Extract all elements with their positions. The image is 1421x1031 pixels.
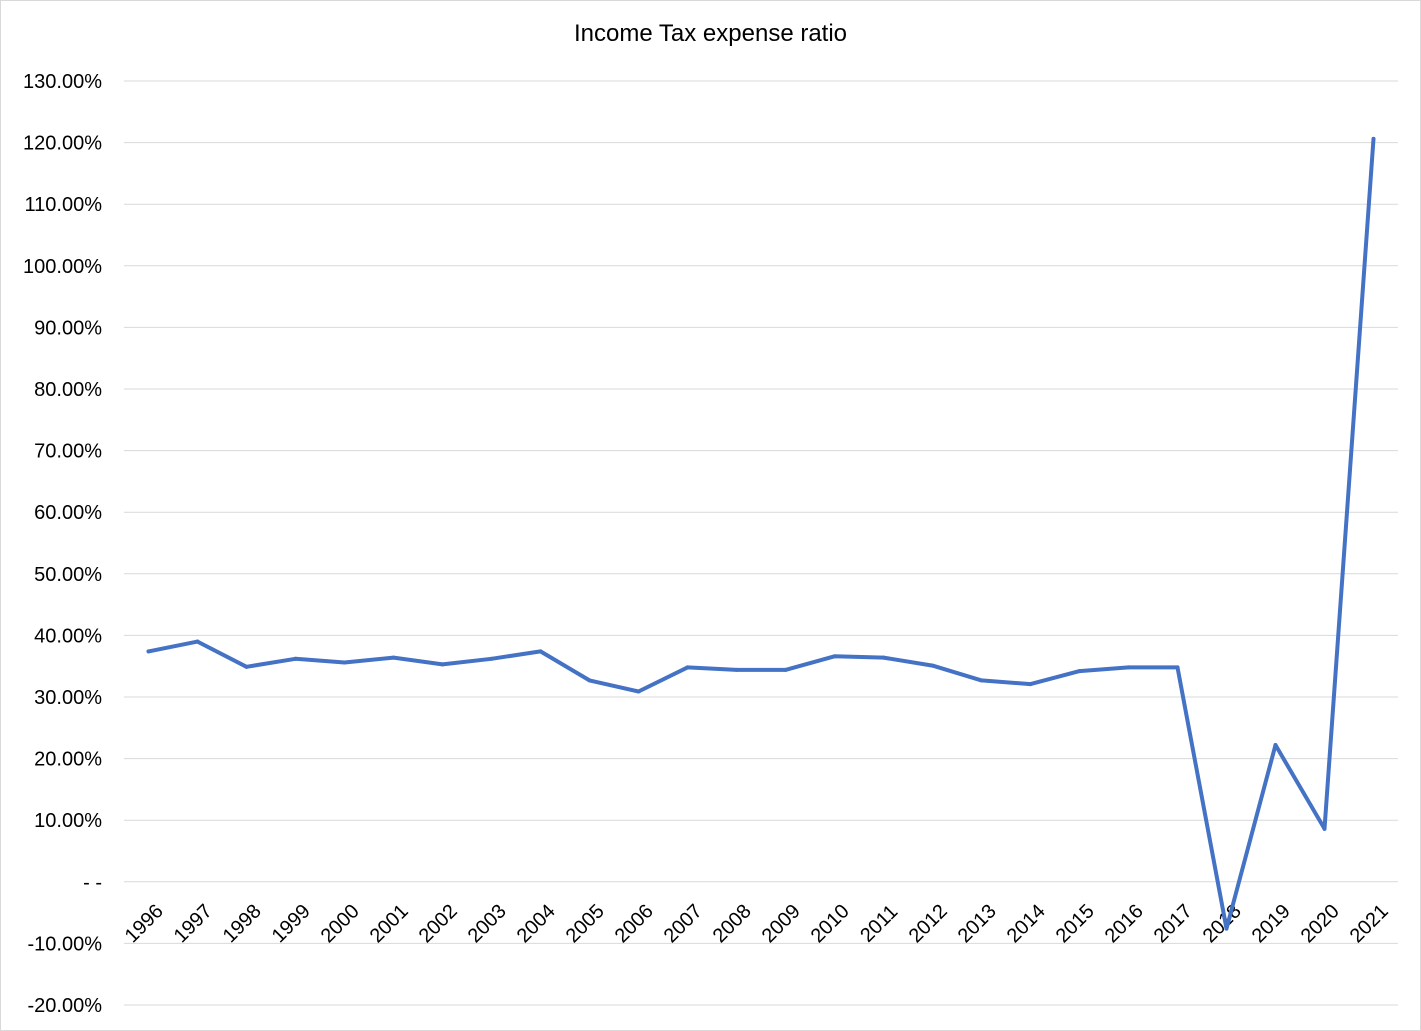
x-tick-label: 2005	[562, 900, 609, 947]
y-tick-label: 10.00%	[34, 810, 102, 832]
gridlines	[124, 80, 1398, 1006]
data-point	[685, 665, 690, 670]
y-tick-label: 100.00%	[23, 256, 102, 278]
data-point	[342, 660, 347, 665]
x-tick-label: 2015	[1052, 900, 1099, 947]
x-tick-label: 1996	[121, 900, 168, 947]
data-point	[832, 654, 837, 659]
data-point	[293, 656, 298, 661]
data-point	[1126, 665, 1131, 670]
data-point	[391, 655, 396, 660]
data-point	[1224, 926, 1229, 931]
data-point	[244, 664, 249, 669]
x-tick-label: 2001	[366, 900, 413, 947]
x-tick-label: 2014	[1003, 900, 1050, 947]
series-group	[146, 136, 1376, 931]
data-point	[489, 656, 494, 661]
x-tick-label: 2019	[1248, 900, 1295, 947]
y-tick-label: 30.00%	[34, 687, 102, 709]
y-axis: 130.00% 120.00% 110.00% 100.00% 90.00% 80.00%…	[23, 71, 102, 1017]
series-line	[146, 136, 1376, 931]
data-point	[881, 655, 886, 660]
data-point	[146, 649, 151, 654]
x-tick-label: 2012	[905, 900, 952, 947]
x-tick-label: 1999	[268, 900, 315, 947]
x-tick-label: 2002	[415, 900, 462, 947]
data-point	[979, 678, 984, 683]
y-tick-label: -20.00%	[28, 995, 103, 1017]
y-tick-label: 70.00%	[34, 441, 102, 463]
x-tick-label: 2003	[464, 900, 511, 947]
data-point	[783, 667, 788, 672]
x-tick-label: 2011	[856, 901, 902, 947]
x-tick-label: 2010	[807, 900, 854, 947]
chart-title: Income Tax expense ratio	[573, 20, 848, 47]
data-point	[538, 649, 543, 654]
x-tick-label: 2000	[317, 900, 364, 947]
x-tick-label: 2006	[611, 900, 658, 947]
x-axis: 1996 1997 1998 1999 2000 2001 2002 2003 2004 2005…	[121, 900, 1393, 947]
data-point	[1273, 743, 1278, 748]
y-tick-label: 110.00%	[25, 194, 103, 216]
x-tick-label: 2021	[1346, 900, 1393, 947]
data-point	[734, 667, 739, 672]
x-tick-label: 2008	[709, 900, 756, 947]
y-tick-label: - -	[83, 872, 102, 894]
data-point	[1322, 826, 1327, 831]
data-point	[930, 663, 935, 668]
x-tick-label: 2004	[513, 900, 560, 947]
data-point	[636, 689, 641, 694]
y-tick-label: 80.00%	[34, 379, 102, 401]
x-tick-label: 1997	[170, 900, 217, 947]
x-tick-label: 2017	[1150, 900, 1197, 947]
y-tick-label: 60.00%	[34, 502, 102, 524]
x-tick-label: 2013	[954, 900, 1001, 947]
x-tick-label: 1998	[219, 900, 266, 947]
x-tick-label: 2016	[1101, 900, 1148, 947]
data-point	[1175, 665, 1180, 670]
x-tick-label: 2009	[758, 900, 805, 947]
data-point	[195, 639, 200, 644]
y-tick-label: 130.00%	[23, 71, 102, 93]
y-tick-label: 20.00%	[34, 749, 102, 771]
y-tick-label: 90.00%	[34, 317, 102, 339]
data-point	[440, 662, 445, 667]
data-point	[1371, 136, 1376, 141]
data-point	[1077, 669, 1082, 674]
data-point	[587, 678, 592, 683]
x-tick-label: 2020	[1297, 900, 1344, 947]
data-point	[1028, 682, 1033, 687]
y-tick-label: -10.00%	[28, 933, 103, 955]
y-tick-label: 120.00%	[23, 133, 102, 155]
y-tick-label: 40.00%	[34, 625, 102, 647]
y-tick-label: 50.00%	[34, 564, 102, 586]
x-tick-label: 2007	[660, 900, 707, 947]
